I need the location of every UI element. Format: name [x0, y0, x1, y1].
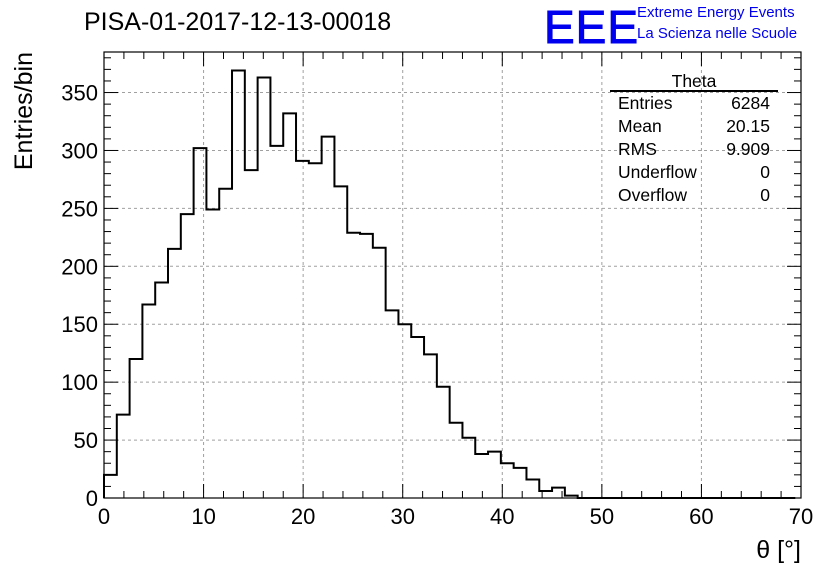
y-tick-label: 300 — [61, 138, 98, 163]
stats-value: 9.909 — [726, 139, 770, 159]
eee-logo: EEE — [543, 1, 640, 54]
x-tick-label: 30 — [390, 504, 414, 529]
y-tick-label: 150 — [61, 312, 98, 337]
stats-row-rms: RMS 9.909 — [610, 138, 778, 161]
x-tick-label: 50 — [590, 504, 614, 529]
y-tick-label: 350 — [61, 81, 98, 106]
stats-box: Theta Entries 6284 Mean 20.15 RMS 9.909 … — [610, 72, 778, 207]
x-tick-label: 20 — [291, 504, 315, 529]
logo-tagline-1: Extreme Energy Events — [637, 4, 795, 21]
y-axis-title: Entries/bin — [10, 52, 38, 170]
y-tick-label: 100 — [61, 370, 98, 395]
x-tick-label: 70 — [789, 504, 813, 529]
y-tick-label: 0 — [86, 486, 98, 511]
x-axis-title: θ [°] — [756, 536, 801, 564]
stats-title: Theta — [671, 71, 717, 91]
chart-title: PISA-01-2017-12-13-00018 — [84, 8, 392, 36]
stats-row-overflow: Overflow 0 — [610, 184, 778, 207]
stats-label: Entries — [618, 93, 673, 113]
stats-row-underflow: Underflow 0 — [610, 161, 778, 184]
stats-value: 0 — [760, 162, 770, 182]
stats-value: 20.15 — [726, 116, 770, 136]
x-tick-label: 60 — [689, 504, 713, 529]
stats-value: 0 — [760, 185, 770, 205]
x-tick-label: 0 — [98, 504, 110, 529]
x-tick-label: 40 — [490, 504, 514, 529]
x-tick-label: 10 — [191, 504, 215, 529]
stats-divider — [610, 90, 778, 92]
y-tick-label: 50 — [74, 428, 98, 453]
plot-frame — [103, 51, 802, 499]
stats-label: RMS — [618, 139, 657, 159]
y-tick-label: 250 — [61, 196, 98, 221]
stats-row-mean: Mean 20.15 — [610, 115, 778, 138]
stats-label: Overflow — [618, 185, 688, 205]
stats-label: Mean — [618, 116, 662, 136]
stats-value: 6284 — [731, 93, 770, 113]
y-tick-label: 200 — [61, 254, 98, 279]
stats-row-entries: Entries 6284 — [610, 92, 778, 115]
logo-tagline-2: La Scienza nelle Scuole — [637, 25, 798, 42]
stats-label: Underflow — [618, 162, 697, 182]
